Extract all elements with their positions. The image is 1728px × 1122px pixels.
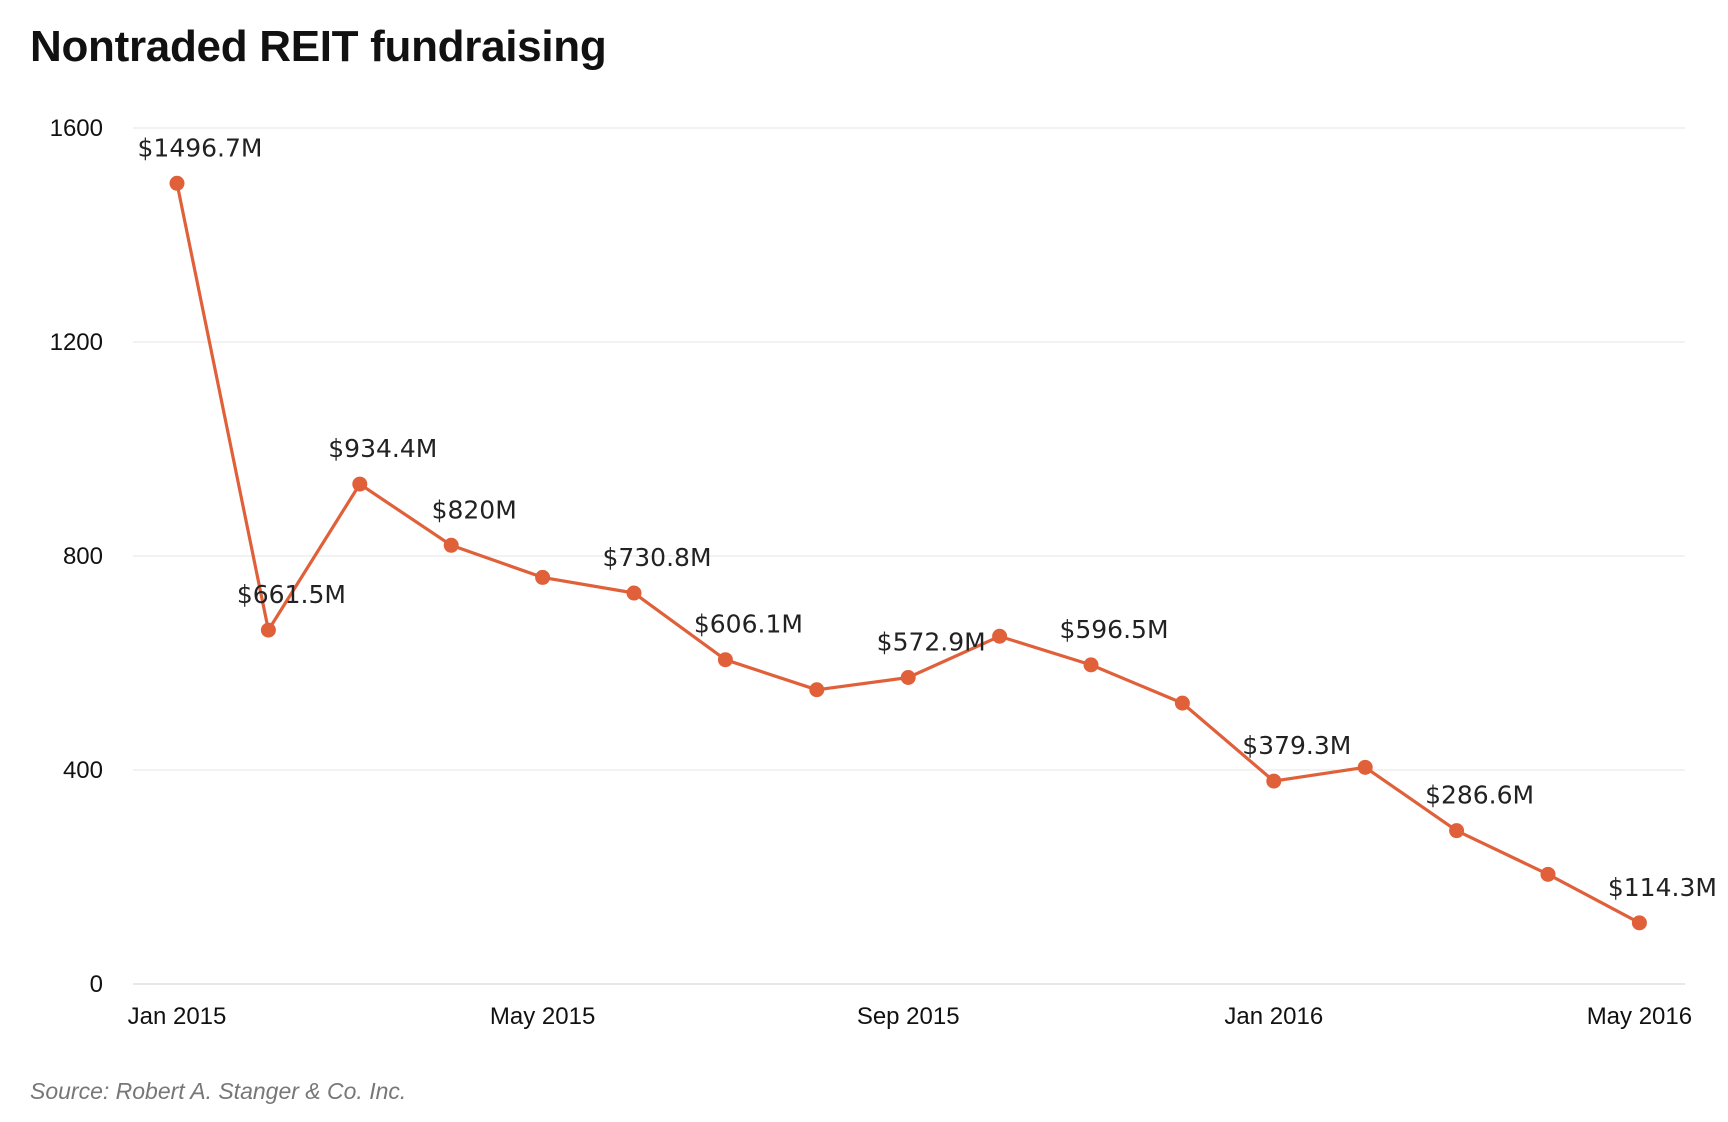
data-point	[992, 628, 1008, 644]
data-label: $661.5M	[237, 580, 346, 609]
data-label: $1496.7M	[138, 133, 263, 162]
data-label: $114.3M	[1608, 873, 1717, 902]
data-point	[535, 569, 551, 585]
gridlines	[133, 127, 1685, 985]
data-point	[900, 669, 916, 685]
data-point	[443, 537, 459, 553]
x-tick-label: Jan 2016	[1224, 1003, 1323, 1030]
y-tick-label: 800	[63, 543, 103, 570]
data-label: $606.1M	[694, 610, 803, 639]
x-tick-label: May 2016	[1587, 1003, 1692, 1030]
data-point	[169, 175, 185, 191]
x-tick-label: May 2015	[490, 1003, 595, 1030]
x-tick-label: Jan 2015	[128, 1003, 227, 1030]
data-label: $596.5M	[1059, 615, 1168, 644]
data-label: $572.9M	[877, 627, 986, 656]
data-point	[717, 652, 733, 668]
series-line	[175, 181, 1641, 925]
data-label: $286.6M	[1425, 781, 1534, 810]
data-labels: $1496.7M $661.5M $934.4M $820M $730.8M $606.1…	[138, 133, 1717, 902]
data-point	[260, 622, 276, 638]
data-point	[1266, 773, 1282, 789]
data-point	[352, 476, 368, 492]
data-point	[626, 585, 642, 601]
x-tick-label: Sep 2015	[857, 1003, 960, 1030]
data-label: $379.3M	[1242, 731, 1351, 760]
y-tick-label: 1600	[50, 115, 103, 142]
data-label: $730.8M	[602, 543, 711, 572]
data-label: $934.4M	[328, 434, 437, 463]
chart-title: Nontraded REIT fundraising	[30, 22, 607, 71]
y-tick-label: 1200	[50, 329, 103, 356]
y-tick-label: 0	[90, 971, 103, 998]
data-label: $820M	[432, 495, 517, 524]
data-point	[1083, 657, 1099, 673]
data-point	[1357, 759, 1373, 775]
chart-source: Source: Robert A. Stanger & Co. Inc.	[30, 1078, 407, 1104]
data-point	[1449, 823, 1465, 839]
data-point	[1540, 866, 1556, 882]
data-point	[1174, 695, 1190, 711]
y-tick-label: 400	[63, 757, 103, 784]
y-axis-tick-labels: 0 400 800 1200 1600	[50, 115, 103, 998]
data-point	[809, 682, 825, 698]
data-point	[1631, 915, 1647, 931]
data-points	[169, 175, 1647, 931]
series-line-path	[175, 181, 1641, 925]
x-axis-tick-labels: Jan 2015 May 2015 Sep 2015 Jan 2016 May 2016	[128, 1003, 1692, 1030]
